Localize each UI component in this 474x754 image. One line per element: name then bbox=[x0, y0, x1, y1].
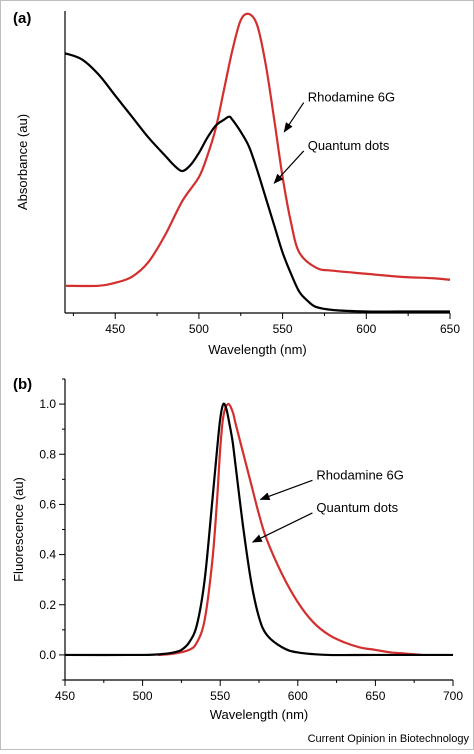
credit-text: Current Opinion in Biotechnology bbox=[308, 733, 470, 745]
x-axis-label: Wavelength (nm) bbox=[208, 342, 307, 357]
annotation-arrow bbox=[259, 479, 313, 501]
y-tick-label: 0.0 bbox=[39, 648, 56, 662]
x-tick-label: 650 bbox=[440, 322, 460, 336]
x-axis-label: Wavelength (nm) bbox=[210, 707, 309, 722]
y-axis-label: Fluorescence (au) bbox=[11, 477, 26, 582]
annotation-arrow bbox=[251, 512, 313, 543]
y-tick-label: 0.8 bbox=[39, 447, 56, 461]
x-tick-label: 650 bbox=[365, 689, 385, 703]
y-tick-label: 0.4 bbox=[39, 548, 56, 562]
annotation-arrow bbox=[273, 150, 305, 184]
x-tick-label: 450 bbox=[55, 689, 75, 703]
annotation-label: Rhodamine 6G bbox=[316, 467, 403, 482]
panel-a: (a) 450 500 550 600 650 Wavelength (nm) Absorba… bbox=[13, 10, 460, 357]
y-tick-label: 1.0 bbox=[39, 397, 56, 411]
annotation-label: Rhodamine 6G bbox=[308, 90, 395, 105]
x-tick-label: 450 bbox=[105, 322, 125, 336]
panel-label: (a) bbox=[13, 10, 31, 27]
x-tick-label: 500 bbox=[189, 322, 209, 336]
y-axis-label: Absorbance (au) bbox=[15, 114, 30, 210]
y-tick-label: 0.2 bbox=[39, 598, 56, 612]
panel-label: (b) bbox=[13, 376, 32, 393]
series-line-quantum-dots bbox=[64, 402, 453, 657]
series-line-rhodamine-6g bbox=[64, 12, 451, 288]
x-tick-label: 550 bbox=[210, 689, 230, 703]
x-tick-label: 700 bbox=[443, 689, 463, 703]
x-tick-label: 500 bbox=[133, 689, 153, 703]
series-line-rhodamine-6g bbox=[158, 402, 423, 657]
x-tick-label: 550 bbox=[273, 322, 293, 336]
annotation-arrow bbox=[283, 102, 305, 133]
y-tick-label: 0.6 bbox=[39, 497, 56, 511]
annotation-label: Quantum dots bbox=[308, 138, 390, 153]
series-line-quantum-dots bbox=[64, 52, 450, 313]
annotation-label: Quantum dots bbox=[316, 500, 398, 515]
x-tick-label: 600 bbox=[356, 322, 376, 336]
panel-b: (b) 450 500 550 600 650 700 0.0 0.2 0.4 0.6 0.8 1.0 W… bbox=[11, 376, 463, 722]
x-tick-label: 600 bbox=[288, 689, 308, 703]
